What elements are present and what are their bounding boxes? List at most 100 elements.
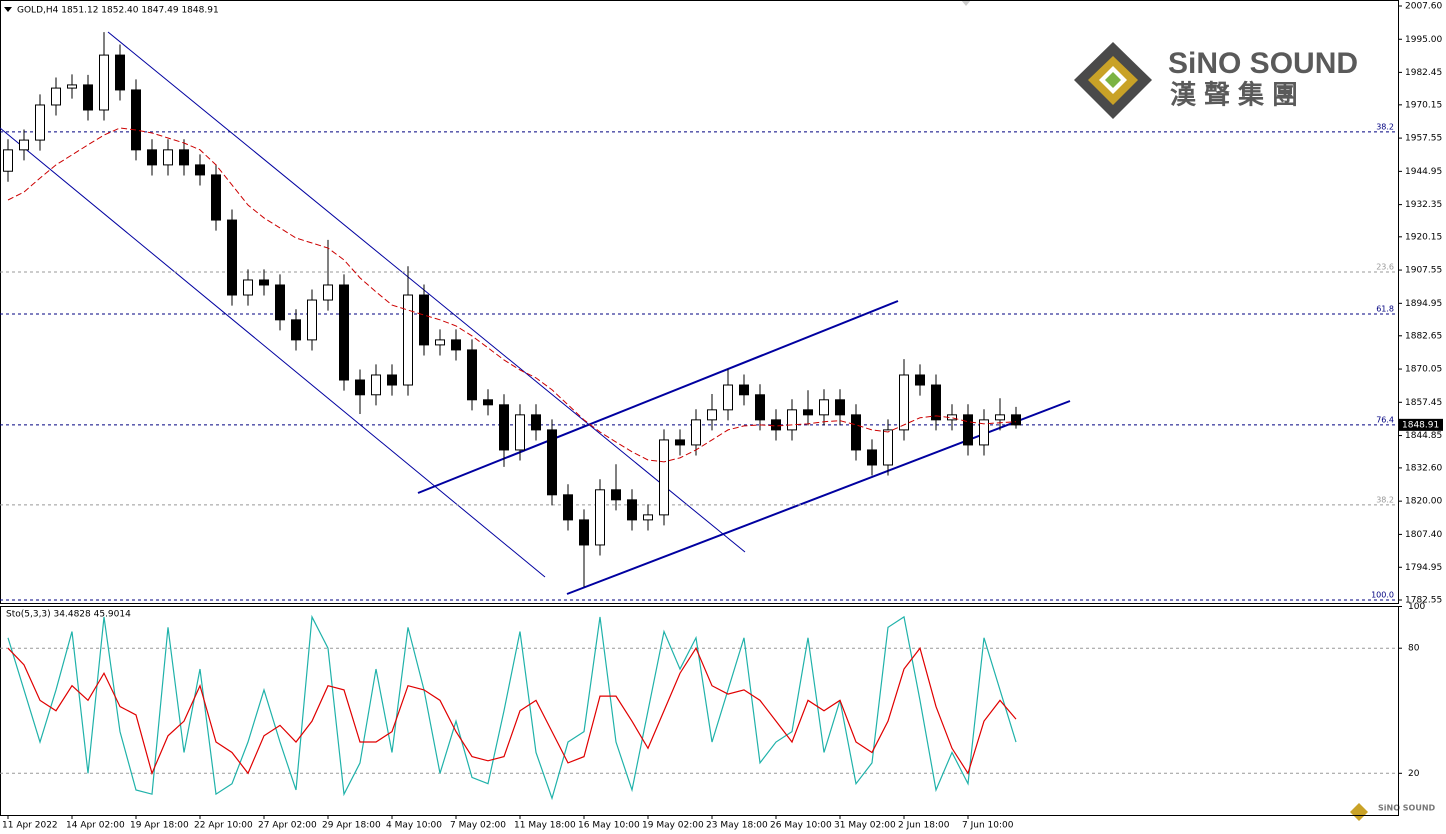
x-tick-label: 19 Apr 18:00 — [130, 821, 189, 831]
x-tick-label: 23 May 18:00 — [706, 821, 768, 831]
stochastic-1 — [7, 646, 1017, 776]
candle-body — [915, 374, 925, 386]
x-tick-label: 16 May 10:00 — [578, 821, 640, 831]
y-tick-label: 1894.95 — [1405, 299, 1442, 309]
candle-body — [579, 519, 589, 546]
up-channel-upper — [417, 300, 899, 494]
y-tick-label: 2007.60 — [1405, 2, 1442, 12]
candle-body — [835, 399, 845, 416]
candle-body — [259, 279, 269, 286]
indicator-tick-label: 80 — [1408, 644, 1420, 654]
x-tick-label: 14 Apr 02:00 — [66, 821, 125, 831]
y-tick-label: 1820.00 — [1405, 497, 1442, 507]
level-label: 38.2 — [1376, 122, 1394, 131]
candle-body — [35, 104, 45, 141]
x-tick-label: 2 Jun 18:00 — [898, 821, 950, 831]
down-channel-lower — [0, 127, 546, 578]
y-tick-label: 1982.45 — [1405, 68, 1442, 78]
candle-body — [19, 139, 29, 151]
y-tick-label: 1857.45 — [1405, 398, 1442, 408]
y-tick-label: 1970.15 — [1405, 100, 1442, 110]
y-tick-label: 1870.05 — [1405, 365, 1442, 375]
candle-body — [451, 339, 461, 351]
candle-body — [739, 384, 749, 396]
x-tick-label: 11 May 18:00 — [514, 821, 576, 831]
down-channel-upper — [107, 31, 746, 553]
x-tick-label: 19 May 02:00 — [642, 821, 704, 831]
candle-body — [99, 54, 109, 111]
level-label: 23.6 — [1376, 263, 1394, 272]
small-logo-diamond — [1350, 803, 1368, 821]
candle-body — [355, 379, 365, 396]
last-price-box — [1399, 418, 1443, 431]
candle-body — [115, 54, 125, 91]
chart-title: GOLD,H4 1851.12 1852.40 1847.49 1848.91 — [17, 6, 219, 16]
candle-body — [547, 429, 557, 496]
x-tick-label: 7 Jun 10:00 — [962, 821, 1014, 831]
candle-body — [803, 409, 813, 416]
candle-body — [963, 414, 973, 446]
logo-name: SiNO SOUND — [1168, 47, 1358, 80]
logo: SiNO SOUND 漢聲集團 — [1074, 42, 1358, 119]
logo-chinese: 漢聲集團 — [1170, 80, 1306, 111]
candle-body — [931, 384, 941, 421]
candle-body — [531, 414, 541, 431]
y-tick-label: 1794.95 — [1405, 563, 1442, 573]
y-tick-label: 1844.85 — [1405, 431, 1442, 441]
candle-body — [131, 89, 141, 151]
scroll-marker — [961, 0, 971, 6]
candle-body — [323, 284, 333, 301]
candle-body — [147, 149, 157, 166]
candle-body — [627, 499, 637, 521]
x-tick-label: 22 Apr 10:00 — [194, 821, 253, 831]
candle-body — [787, 409, 797, 431]
indicator-frame — [0, 606, 1399, 816]
x-tick-label: 4 May 10:00 — [386, 821, 442, 831]
candle-body — [387, 374, 397, 386]
candle-body — [339, 284, 349, 381]
y-tick-label: 1932.35 — [1405, 200, 1442, 210]
main-frame — [0, 0, 1399, 604]
candle-body — [499, 404, 509, 451]
header-arrow — [4, 7, 12, 12]
moving-average — [7, 127, 1017, 463]
level-label: 61.8 — [1376, 305, 1394, 314]
candle-body — [611, 489, 621, 501]
candle-body — [403, 294, 413, 386]
candle-body — [995, 414, 1005, 421]
y-tick-label: 1832.60 — [1405, 463, 1442, 473]
candle-body — [867, 449, 877, 466]
candle-body — [435, 339, 445, 346]
x-tick-label: 26 May 10:00 — [770, 821, 832, 831]
candle-body — [291, 319, 301, 341]
candle-body — [675, 439, 685, 446]
candle-body — [419, 294, 429, 346]
y-tick-label: 1782.55 — [1405, 596, 1442, 606]
candle-body — [179, 149, 189, 166]
candle-body — [515, 414, 525, 451]
y-tick-label: 1807.40 — [1405, 530, 1442, 540]
indicator-title: Sto(5,3,3) 34.4828 45.9014 — [6, 610, 131, 620]
candle-body — [467, 349, 477, 401]
candle-body — [851, 414, 861, 451]
last-price: 1848.91 — [1402, 420, 1439, 430]
candle-body — [51, 87, 61, 106]
candle-body — [483, 399, 493, 406]
y-tick-label: 1944.95 — [1405, 167, 1442, 177]
x-tick-label: 31 May 02:00 — [834, 821, 896, 831]
y-tick-label: 1957.55 — [1405, 134, 1442, 144]
x-tick-label: 27 Apr 02:00 — [258, 821, 317, 831]
level-label: 38.2 — [1376, 495, 1394, 504]
y-tick-label: 1920.15 — [1405, 232, 1442, 242]
y-tick-label: 1907.55 — [1405, 266, 1442, 276]
logo-diamond-center — [1105, 72, 1121, 88]
candle-body — [83, 84, 93, 111]
candle-body — [899, 374, 909, 431]
y-tick-label: 1995.00 — [1405, 35, 1442, 45]
candle-body — [659, 439, 669, 516]
small-logo-name: SiNO SOUND — [1378, 804, 1436, 813]
